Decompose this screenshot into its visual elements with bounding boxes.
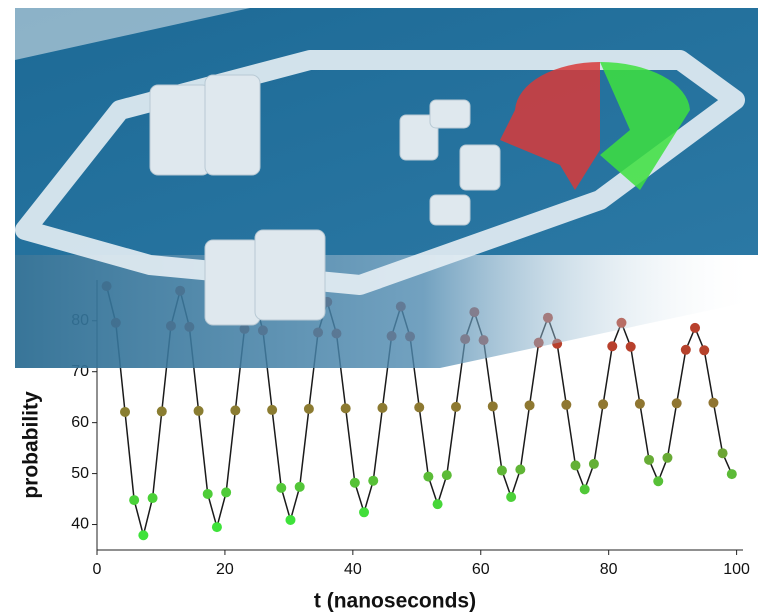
marker [267,405,277,415]
marker [451,402,461,412]
marker [120,407,130,417]
marker [497,466,507,476]
marker [350,478,360,488]
x-tick-label: 60 [472,561,490,578]
marker [359,507,369,517]
marker [561,400,571,410]
marker [203,489,213,499]
marker [626,342,636,352]
page: 4050607080020406080100 t (nanoseconds) p… [0,0,758,615]
marker [644,455,654,465]
x-tick-label: 100 [723,561,750,578]
marker [589,459,599,469]
marker [442,470,452,480]
marker [635,399,645,409]
marker [681,345,691,355]
marker [727,469,737,479]
y-axis-title: probability [20,391,43,499]
marker [570,460,580,470]
marker [368,476,378,486]
y-tick-label: 50 [71,465,89,482]
marker [377,403,387,413]
marker [212,522,222,532]
marker [708,398,718,408]
marker [295,482,305,492]
marker [515,465,525,475]
marker [699,345,709,355]
marker [304,404,314,414]
marker [285,515,295,525]
marker [157,406,167,416]
chart: 4050607080020406080100 t (nanoseconds) p… [0,0,758,615]
marker [488,401,498,411]
x-axis-title: t (nanoseconds) [314,590,476,613]
marker [525,400,535,410]
marker [341,403,351,413]
device-image [15,8,758,368]
marker [690,323,700,333]
marker [276,483,286,493]
x-tick-label: 20 [216,561,234,578]
marker [414,402,424,412]
marker [138,530,148,540]
marker [718,448,728,458]
marker [662,453,672,463]
marker [221,487,231,497]
marker [672,398,682,408]
marker [230,405,240,415]
x-tick-label: 0 [93,561,102,578]
marker [580,484,590,494]
marker [598,399,608,409]
marker [653,476,663,486]
y-tick-label: 60 [71,414,89,431]
x-tick-label: 80 [600,561,618,578]
marker [607,341,617,351]
x-tick-label: 40 [344,561,362,578]
marker [433,499,443,509]
y-tick-label: 40 [71,516,89,533]
marker [148,493,158,503]
marker [194,406,204,416]
marker [423,472,433,482]
marker [129,495,139,505]
marker [506,492,516,502]
